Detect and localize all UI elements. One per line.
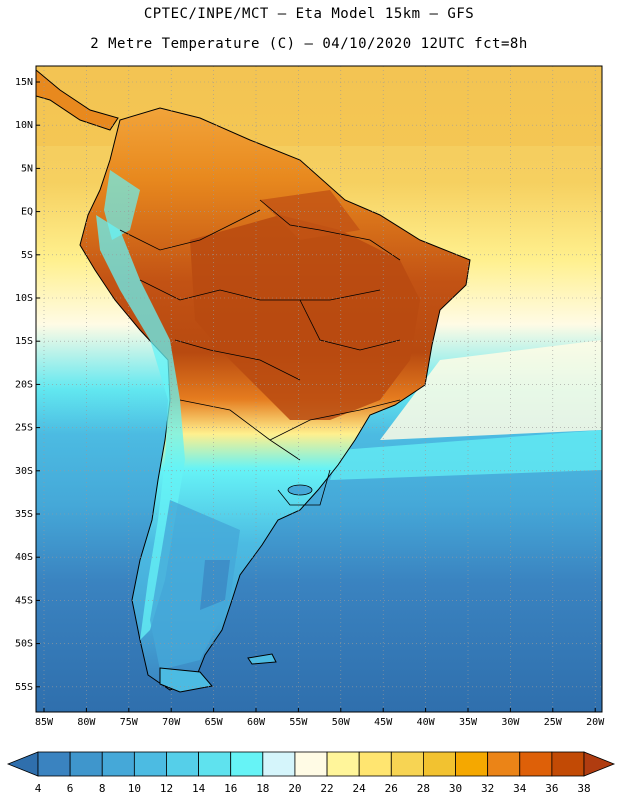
colorbar-label: 4 (35, 782, 42, 795)
lat-tick-label: 10S (15, 293, 33, 304)
colorbar-label: 16 (224, 782, 237, 795)
colorbar-swatch (262, 751, 296, 777)
colorbar-max-arrow (583, 751, 616, 777)
colorbar-swatch (390, 751, 424, 777)
lat-tick-label: 5S (21, 250, 33, 261)
colorbar-swatch (423, 751, 456, 777)
latitude-axis: 15N 10N 5N EQ 5S 10S 15S 20S 25S 30S 35S 40S 45S 50S 5… (15, 77, 40, 693)
colorbar-label: 36 (545, 782, 558, 795)
colorbar-label: 32 (481, 782, 494, 795)
lat-tick-label: 25S (15, 423, 33, 434)
colorbar-swatch (519, 751, 553, 777)
colorbar-swatch (133, 751, 167, 777)
lon-tick-label: 45W (374, 717, 393, 728)
lon-tick-label: 65W (205, 717, 224, 728)
colorbar-label: 10 (128, 782, 141, 795)
lon-tick-label: 25W (544, 717, 563, 728)
colorbar-label: 30 (449, 782, 462, 795)
colorbar-label: 20 (288, 782, 301, 795)
lon-tick-label: 60W (247, 717, 266, 728)
lat-tick-label: 45S (15, 595, 33, 606)
colorbar-label: 22 (320, 782, 333, 795)
colorbar-label: 14 (192, 782, 206, 795)
lat-tick-label: 15N (15, 77, 33, 88)
lon-tick-label: 85W (35, 717, 54, 728)
lon-tick-label: 40W (417, 717, 436, 728)
colorbar-swatch (198, 751, 232, 777)
colorbar-swatch (358, 751, 392, 777)
lon-tick-label: 80W (77, 717, 96, 728)
lon-tick-label: 30W (501, 717, 520, 728)
lon-tick-label: 35W (459, 717, 478, 728)
lon-tick-label: 20W (586, 717, 605, 728)
colorbar-label: 18 (256, 782, 269, 795)
lat-tick-label: EQ (21, 207, 33, 218)
colorbar-min-arrow (6, 751, 39, 777)
colorbar-swatch (326, 751, 360, 777)
colorbar-swatch (37, 751, 71, 777)
lon-tick-label: 50W (332, 717, 351, 728)
lat-tick-label: 5N (21, 163, 33, 174)
colorbar-label: 12 (160, 782, 173, 795)
map-title: CPTEC/INPE/MCT – Eta Model 15km – GFS (143, 6, 475, 22)
lat-tick-label: 50S (15, 639, 33, 650)
colorbar-swatch (166, 751, 199, 777)
colorbar-swatch (230, 751, 264, 777)
colorbar-label: 26 (385, 782, 398, 795)
lat-tick-label: 30S (15, 466, 33, 477)
longitude-axis: 85W 80W 75W 70W 65W 60W 55W 50W 45W 40W 35W 30W 25W 2… (35, 708, 605, 728)
lat-tick-label: 20S (15, 379, 33, 390)
colorbar-label: 34 (513, 782, 527, 795)
colorbar-swatch (455, 751, 489, 777)
temperature-colorbar: 4 6 8 10 12 14 16 18 20 22 24 26 28 30 32 34 36 38 (6, 751, 616, 795)
lat-tick-label: 40S (15, 552, 33, 563)
colorbar-label: 8 (99, 782, 106, 795)
lon-tick-label: 75W (120, 717, 139, 728)
lon-tick-label: 70W (162, 717, 181, 728)
colorbar-label: 28 (417, 782, 430, 795)
map-subtitle: 2 Metre Temperature (C) – 04/10/2020 12U… (90, 36, 528, 52)
colorbar-label: 6 (67, 782, 74, 795)
colorbar-swatch (487, 751, 521, 777)
colorbar-label: 38 (577, 782, 590, 795)
lat-tick-label: 55S (15, 682, 33, 693)
lat-tick-label: 10N (15, 120, 33, 131)
lat-tick-label: 35S (15, 509, 33, 520)
colorbar-label: 24 (353, 782, 367, 795)
colorbar-swatch (551, 751, 585, 777)
lat-tick-label: 15S (15, 336, 33, 347)
colorbar-swatch (294, 751, 328, 777)
map-frame (35, 65, 603, 713)
lon-tick-label: 55W (289, 717, 308, 728)
colorbar-swatch (69, 751, 103, 777)
colorbar-swatch (101, 751, 135, 777)
